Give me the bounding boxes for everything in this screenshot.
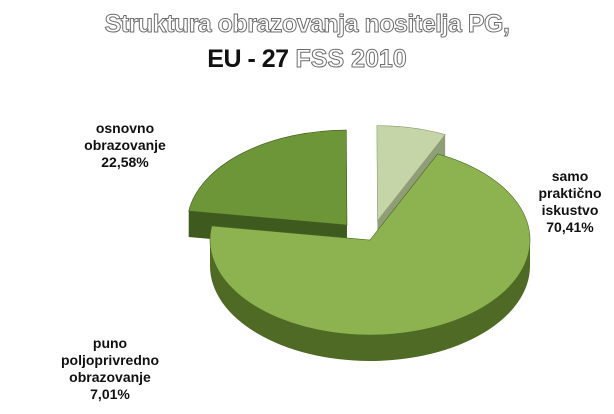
chart-title-fss-2010: FSS 2010 <box>288 45 407 74</box>
chart-title-line-2: EU - 27 FSS 2010 <box>0 45 614 74</box>
slice-label-osnovno-obrazovanje: osnovno obrazovanje 22,58% <box>80 120 170 171</box>
slice-rim-samo-prakticno-iskustvo <box>210 240 530 361</box>
slice-label-osnovno-line-1: osnovno <box>95 120 155 136</box>
slice-label-samo-line-1: samo <box>551 168 589 184</box>
slice-value-osnovno: 22,58% <box>101 154 149 170</box>
slice-label-osnovno-line-2: obrazovanje <box>84 137 166 153</box>
slice-samo-prakticno-iskustvo <box>209 153 531 361</box>
slice-label-puno-poljoprivredno-obrazovanje: puno poljoprivredno obrazovanje 7,01% <box>40 335 180 403</box>
slice-top-puno-poljoprivredno-obrazovanje <box>376 125 446 222</box>
slice-value-samo: 70,41% <box>546 219 594 235</box>
slice-label-puno-line-1: puno <box>92 335 128 351</box>
slice-label-samo-prakticno-iskustvo: samo praktično iskustvo 70,41% <box>530 168 610 236</box>
chart-title-eu-27: EU - 27 <box>207 45 289 73</box>
slice-label-samo-line-2: praktično <box>538 185 602 201</box>
chart-title-line-1: Struktura obrazovanja nositelja PG, <box>104 10 510 39</box>
slice-label-puno-line-2: poljoprivredno <box>61 352 159 368</box>
slice-label-samo-line-3: iskustvo <box>541 202 599 218</box>
slice-value-puno: 7,01% <box>90 386 130 402</box>
slice-top-osnovno-obrazovanje <box>188 129 348 226</box>
slice-top-samo-prakticno-iskustvo <box>209 153 531 336</box>
slice-label-puno-line-3: obrazovanje <box>69 369 151 385</box>
